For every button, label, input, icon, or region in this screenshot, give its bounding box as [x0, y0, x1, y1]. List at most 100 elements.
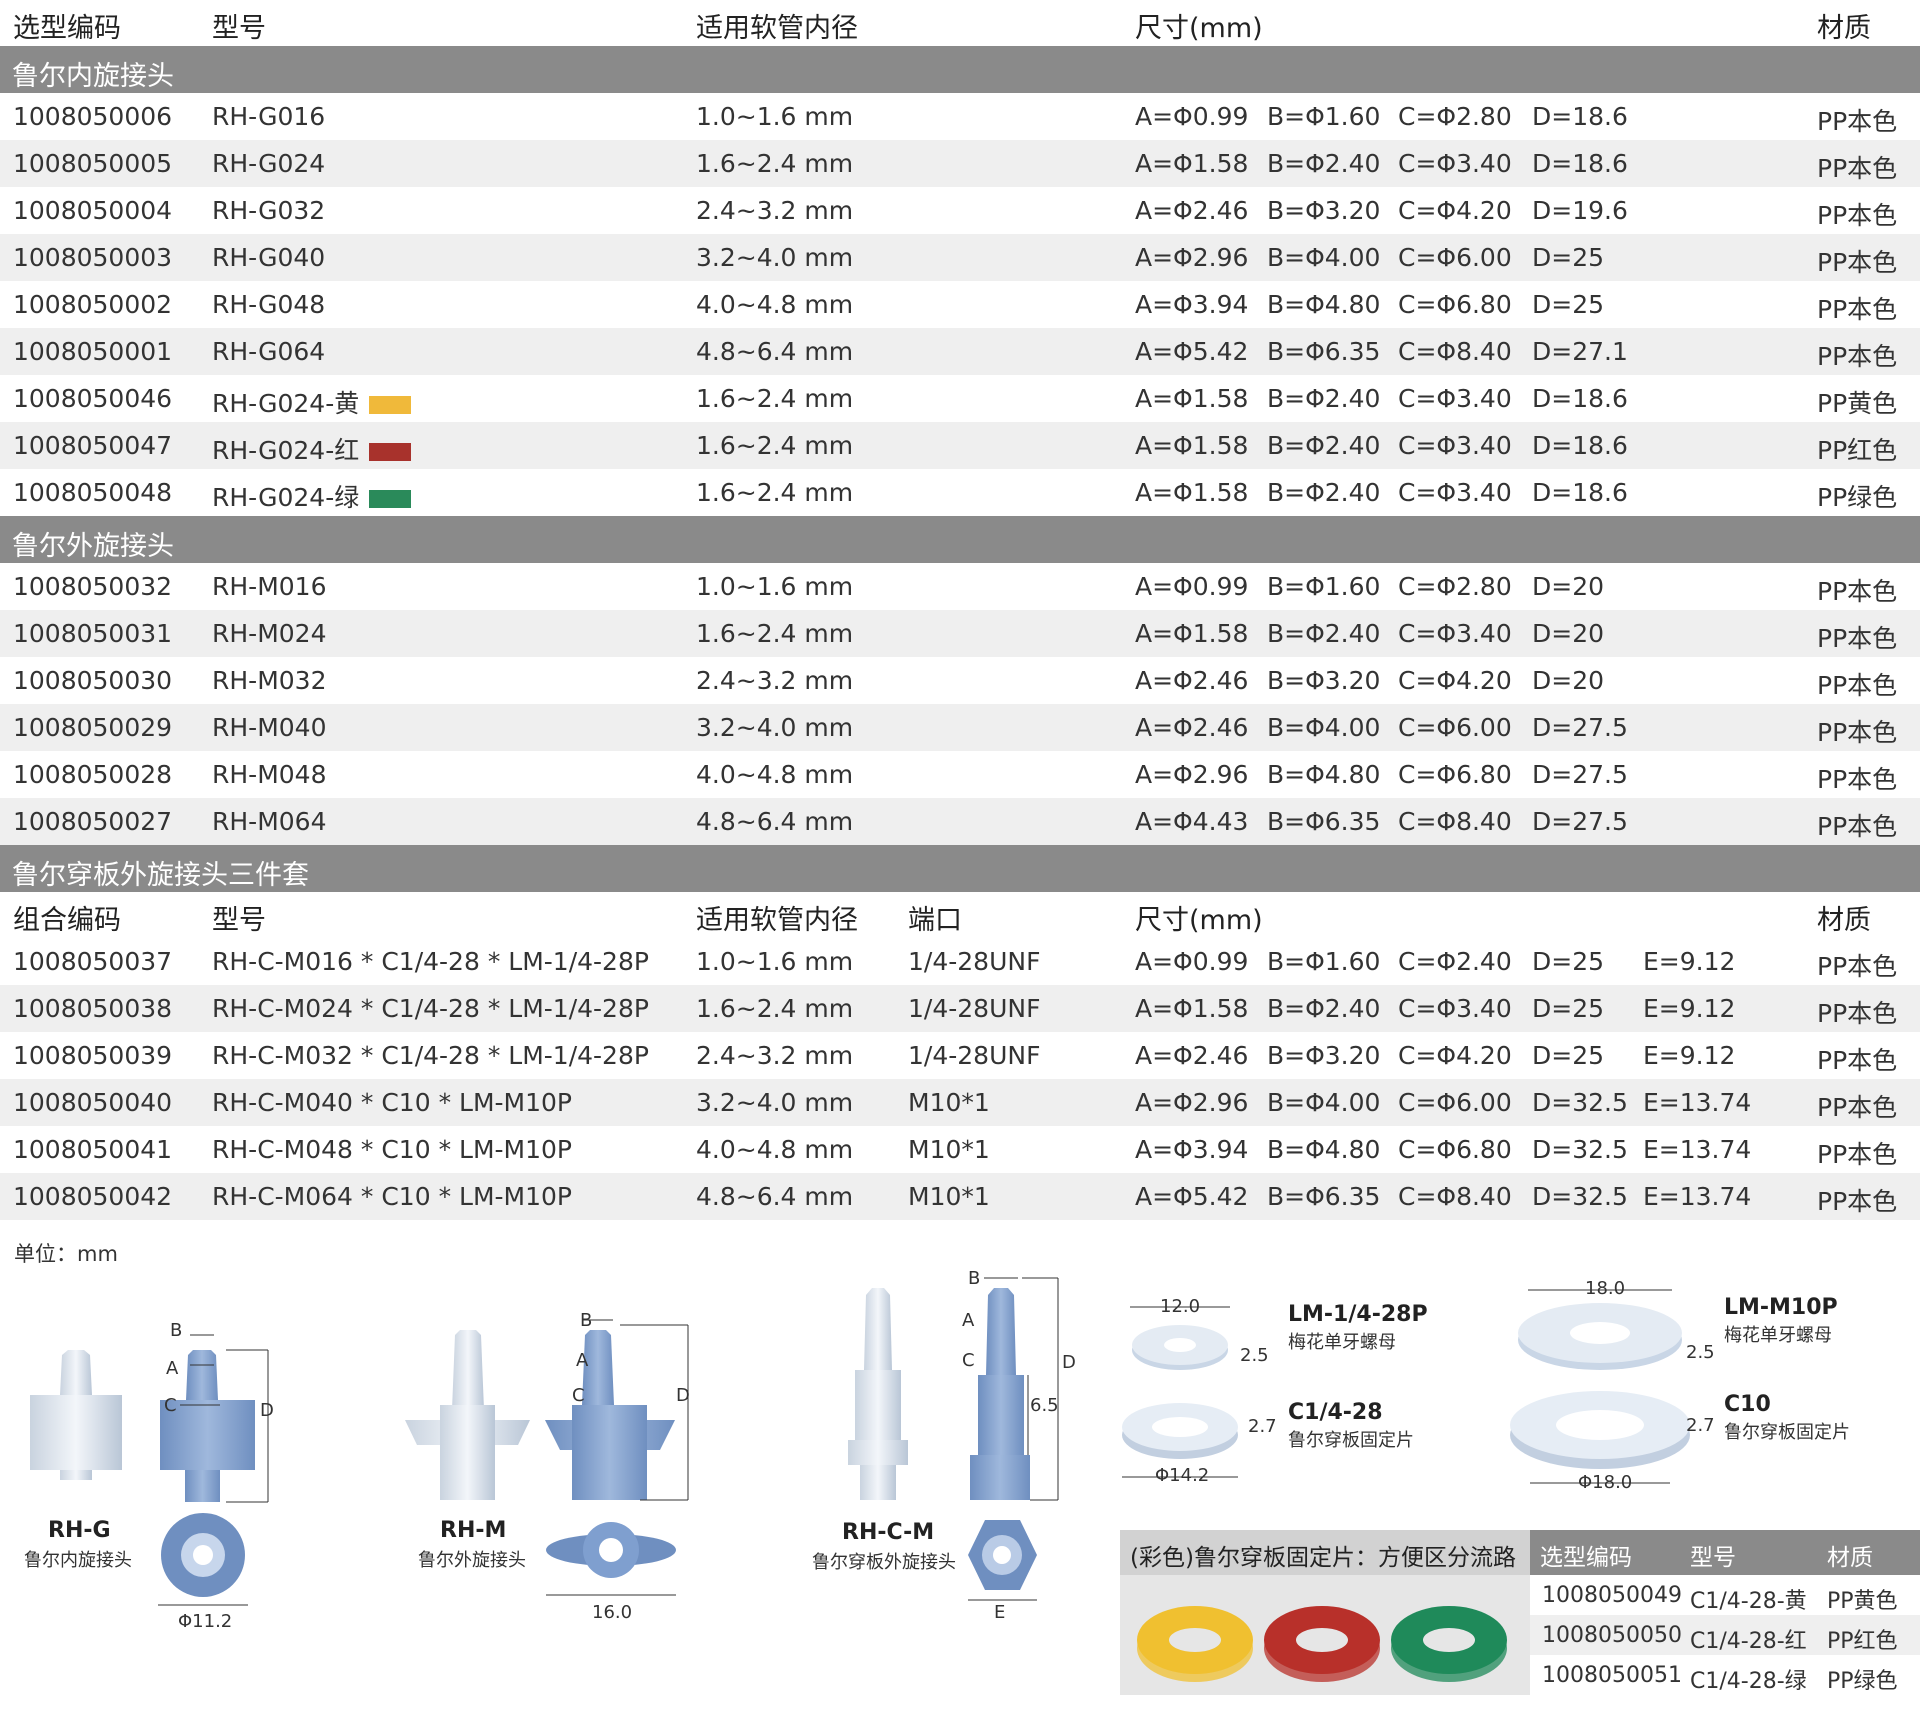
- colored-table-row: 1008050051 C1/4-28-绿 PP绿色: [1530, 1655, 1920, 1695]
- cell-model: RH-G064: [212, 337, 326, 366]
- lmm10-name: LM-M10P: [1724, 1295, 1838, 1320]
- colored-washer-hole: [1296, 1628, 1348, 1652]
- rhm-name: RH-M: [440, 1518, 507, 1543]
- cell-dim-a: A=Φ1.58: [1135, 384, 1249, 413]
- cell-tube: 4.8~6.4 mm: [696, 1182, 854, 1211]
- header-cell: 材质: [1817, 905, 1871, 936]
- cell-dim-a: A=Φ0.99: [1135, 102, 1249, 131]
- cell-code: 1008050046: [13, 384, 173, 413]
- cell-dim-b: B=Φ3.20: [1267, 666, 1381, 695]
- cell-material: PP本色: [1817, 952, 1898, 981]
- cell-dim-b: B=Φ2.40: [1267, 619, 1381, 648]
- cell-material: PP本色: [1817, 999, 1898, 1028]
- table-row: 1008050030 RH-M032 2.4~3.2 mm A=Φ2.46 B=Φ3.2…: [0, 657, 1920, 704]
- cell-dim-b: B=Φ4.00: [1267, 713, 1381, 742]
- cell-dim-b: B=Φ1.60: [1267, 947, 1381, 976]
- cell-dim-c: C=Φ8.40: [1398, 337, 1512, 366]
- cell-dim-a: A=Φ2.96: [1135, 760, 1249, 789]
- model-text: RH-G024-绿: [212, 483, 360, 512]
- cell-dim-b: B=Φ6.35: [1267, 1182, 1381, 1211]
- cell-dim-d: D=18.6: [1532, 431, 1628, 460]
- model-text: RH-G024-红: [212, 436, 360, 465]
- cell-dim-a: A=Φ2.46: [1135, 666, 1249, 695]
- cell-tube: 4.0~4.8 mm: [696, 290, 854, 319]
- cell-code: 1008050039: [13, 1041, 173, 1070]
- section-title: 鲁尔穿板外旋接头三件套: [12, 860, 309, 891]
- unit-note: 单位：mm: [14, 1242, 118, 1266]
- cell-material: PP本色: [1817, 812, 1898, 841]
- cell-dim-c: C=Φ3.40: [1398, 431, 1512, 460]
- table-header: 选型编码 型号 适用软管内径 尺寸(mm) 材质: [0, 0, 1920, 46]
- rhcm-d-label: D: [1062, 1352, 1076, 1373]
- cell-dim-d: D=20: [1532, 619, 1605, 648]
- cell-dim-b: B=Φ3.20: [1267, 196, 1381, 225]
- cell-dim-b: B=Φ6.35: [1267, 337, 1381, 366]
- cell-dim-a: A=Φ2.46: [1135, 713, 1249, 742]
- lmm10-w: 18.0: [1585, 1278, 1626, 1299]
- cell-dim-d: D=18.6: [1532, 384, 1628, 413]
- cell-dim-b: B=Φ4.80: [1267, 760, 1381, 789]
- colored-cell-code: 1008050049: [1542, 1583, 1682, 1608]
- cell-material: PP本色: [1817, 295, 1898, 324]
- cell-dim-a: A=Φ0.99: [1135, 947, 1249, 976]
- colored-cell-model: C1/4-28-红: [1690, 1629, 1807, 1654]
- cell-dim-a: A=Φ1.58: [1135, 994, 1249, 1023]
- cell-dim-b: B=Φ4.00: [1267, 243, 1381, 272]
- cell-dim-b: B=Φ4.00: [1267, 1088, 1381, 1117]
- color-swatch: [369, 443, 412, 461]
- cell-dim-a: A=Φ2.96: [1135, 1088, 1249, 1117]
- header-cell: 材质: [1817, 13, 1871, 44]
- cell-port: 1/4-28UNF: [908, 947, 1041, 976]
- header-cell: 尺寸(mm): [1135, 13, 1263, 44]
- cell-code: 1008050032: [13, 572, 173, 601]
- c10-w: Φ18.0: [1578, 1472, 1633, 1493]
- lm14-desc: 梅花单牙螺母: [1288, 1332, 1396, 1353]
- cell-dim-e: E=13.74: [1643, 1088, 1752, 1117]
- cell-dim-c: C=Φ6.80: [1398, 760, 1512, 789]
- colored-cell-model: C1/4-28-黄: [1690, 1589, 1807, 1614]
- cell-dim-c: C=Φ6.00: [1398, 243, 1512, 272]
- rhcm-b-label: B: [968, 1268, 981, 1289]
- cell-dim-b: B=Φ3.20: [1267, 1041, 1381, 1070]
- lm14-w: 12.0: [1160, 1296, 1201, 1317]
- table-row: 1008050029 RH-M040 3.2~4.0 mm A=Φ2.46 B=Φ4.0…: [0, 704, 1920, 751]
- rhg-b-label: B: [170, 1320, 183, 1341]
- cell-dim-a: A=Φ3.94: [1135, 290, 1249, 319]
- header-cell: 型号: [212, 905, 266, 936]
- header-cell: 选型编码: [13, 13, 121, 44]
- cell-dim-b: B=Φ2.40: [1267, 994, 1381, 1023]
- colored-cell-model: C1/4-28-绿: [1690, 1669, 1807, 1694]
- cell-dim-d: D=25: [1532, 994, 1605, 1023]
- cell-dim-d: D=27.5: [1532, 807, 1628, 836]
- product-diagrams: [30, 1277, 1690, 1606]
- rhm-a-label: A: [576, 1350, 589, 1371]
- lmm10-desc: 梅花单牙螺母: [1724, 1325, 1832, 1346]
- rhg-dia: Φ11.2: [178, 1611, 233, 1632]
- cell-tube: 4.8~6.4 mm: [696, 807, 854, 836]
- colored-cell-code: 1008050051: [1542, 1663, 1682, 1688]
- cell-dim-c: C=Φ3.40: [1398, 619, 1512, 648]
- colored-title: (彩色)鲁尔穿板固定片：方便区分流路: [1130, 1545, 1516, 1571]
- cell-dim-d: D=18.6: [1532, 102, 1628, 131]
- cell-dim-d: D=18.6: [1532, 149, 1628, 178]
- cell-tube: 1.6~2.4 mm: [696, 149, 854, 178]
- c14-w: Φ14.2: [1155, 1465, 1210, 1486]
- cell-code: 1008050030: [13, 666, 173, 695]
- cell-dim-c: C=Φ2.80: [1398, 572, 1512, 601]
- cell-model: RH-C-M016 * C1/4-28 * LM-1/4-28P: [212, 947, 649, 976]
- cell-tube: 2.4~3.2 mm: [696, 1041, 854, 1070]
- cell-tube: 4.0~4.8 mm: [696, 760, 854, 789]
- colored-table-row: 1008050050 C1/4-28-红 PP红色: [1530, 1615, 1920, 1655]
- cell-dim-c: C=Φ2.80: [1398, 102, 1512, 131]
- cell-dim-b: B=Φ1.60: [1267, 572, 1381, 601]
- cell-material: PP本色: [1817, 201, 1898, 230]
- cell-dim-d: D=20: [1532, 666, 1605, 695]
- rhcm-a-label: A: [962, 1310, 975, 1331]
- rhm-dia: 16.0: [592, 1602, 633, 1623]
- cell-model: RH-G024-绿: [212, 478, 412, 514]
- cell-model: RH-M016: [212, 572, 327, 601]
- cell-dim-b: B=Φ6.35: [1267, 807, 1381, 836]
- cell-dim-e: E=13.74: [1643, 1182, 1752, 1211]
- cell-model: RH-M032: [212, 666, 327, 695]
- header-cell: 组合编码: [13, 905, 121, 936]
